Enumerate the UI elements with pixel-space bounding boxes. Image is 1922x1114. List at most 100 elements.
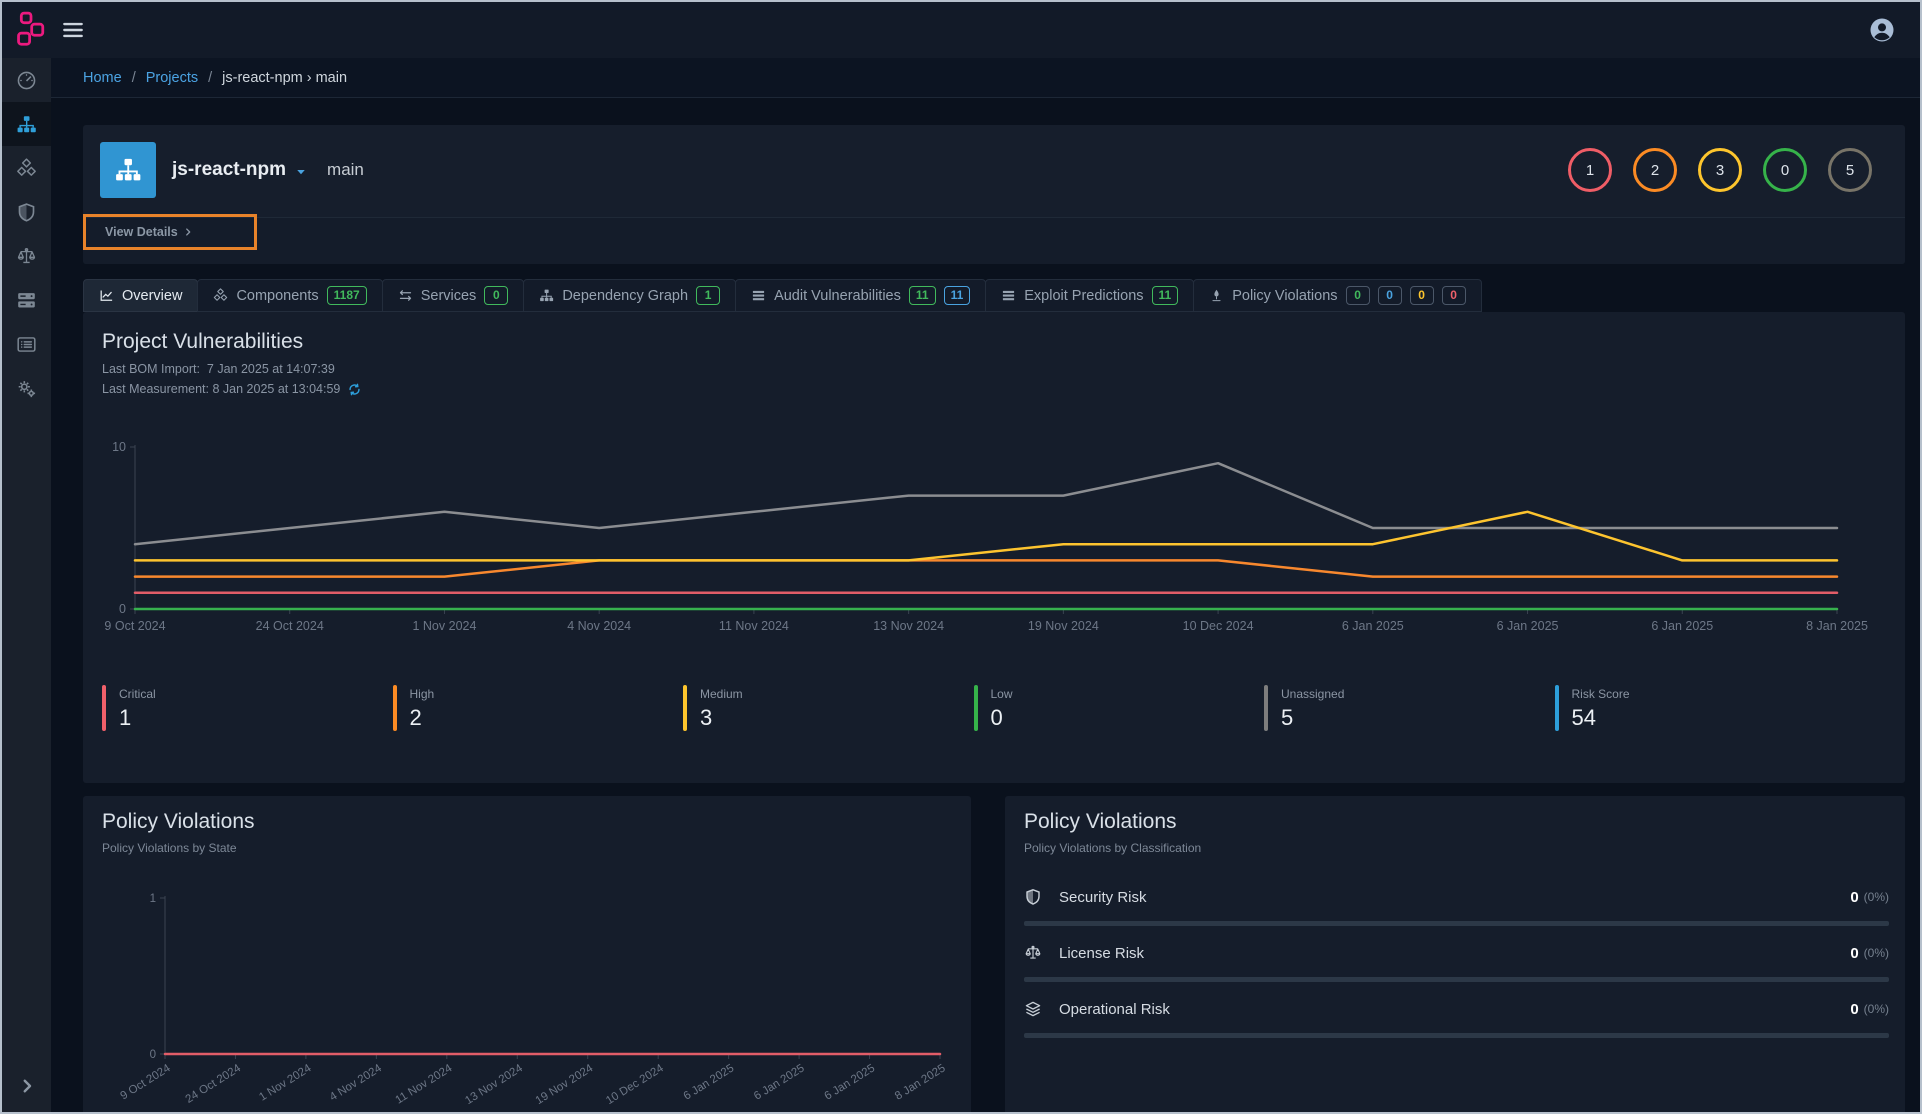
chart-line-icon — [99, 288, 114, 303]
layers-icon — [1024, 1000, 1042, 1018]
stat-value: 1 — [119, 705, 132, 730]
classification-row-license-risk: License Risk 0 (0%) — [1024, 940, 1889, 982]
svg-text:13 Nov 2024: 13 Nov 2024 — [873, 619, 944, 633]
tab-badge: 0 — [484, 286, 509, 305]
classification-progress-bar — [1024, 1033, 1889, 1038]
sidebar-item-components[interactable] — [2, 146, 51, 190]
tab-components[interactable]: Components 1187 — [197, 279, 383, 312]
card-title: Policy Violations — [102, 810, 255, 833]
classification-label: License Risk — [1059, 944, 1145, 962]
tab-label: Dependency Graph — [562, 287, 689, 304]
sitemap-icon — [539, 288, 554, 303]
classification-percentage: (0%) — [1863, 890, 1889, 904]
svg-text:10 Dec 2024: 10 Dec 2024 — [604, 1062, 666, 1107]
sidebar-item-projects[interactable] — [2, 102, 51, 146]
tab-label: Services — [420, 287, 477, 304]
refresh-icon[interactable] — [348, 383, 361, 396]
sidebar-item-administration[interactable] — [2, 366, 51, 410]
svg-text:24 Oct 2024: 24 Oct 2024 — [256, 619, 324, 633]
svg-text:19 Nov 2024: 19 Nov 2024 — [1028, 619, 1099, 633]
breadcrumb-current: js-react-npm › main — [222, 69, 348, 86]
svg-text:6 Jan 2025: 6 Jan 2025 — [682, 1062, 737, 1102]
classification-progress-bar — [1024, 921, 1889, 926]
stat-color-bar — [1554, 685, 1559, 731]
tab-label: Exploit Predictions — [1024, 287, 1144, 304]
classification-value: 0 — [1850, 1000, 1859, 1018]
project-type-tile — [100, 142, 156, 198]
tab-bar: Overview Components 1187 Services 0 Dependenc… — [83, 279, 1482, 312]
view-details-highlight: View Details — [83, 214, 257, 250]
classification-percentage: (0%) — [1863, 1002, 1889, 1016]
stat-label: Risk Score — [1571, 687, 1630, 701]
tab-badge: 11 — [1151, 286, 1179, 305]
stat-label: Critical — [119, 687, 156, 701]
last-bom-import: Last BOM Import: 7 Jan 2025 at 14:07:39 — [102, 362, 335, 376]
breadcrumb: Home / Projects / js-react-npm › main — [51, 58, 1920, 98]
chevron-right-icon — [18, 1077, 36, 1095]
sitemap-icon — [114, 156, 142, 184]
stat-value: 54 — [1571, 705, 1596, 730]
stat-label: High — [409, 687, 435, 701]
severity-circle-unassigned[interactable]: 5 — [1828, 148, 1872, 192]
classification-value: 0 — [1850, 888, 1859, 906]
cubes-icon — [16, 157, 37, 179]
classification-value: 0 — [1850, 944, 1859, 962]
svg-text:19 Nov 2024: 19 Nov 2024 — [534, 1062, 596, 1107]
stat-low: Low 0 — [973, 685, 1265, 731]
tab-label: Components — [236, 287, 319, 304]
classification-row-security-risk: Security Risk 0 (0%) — [1024, 884, 1889, 926]
tab-exploit-predictions[interactable]: Exploit Predictions 11 — [985, 279, 1195, 312]
scale-icon — [16, 246, 37, 267]
classification-rows: Security Risk 0 (0%) License Risk 0 (0%) Opera… — [1024, 884, 1889, 1052]
stat-label: Unassigned — [1281, 687, 1345, 701]
svg-text:4 Nov 2024: 4 Nov 2024 — [328, 1062, 385, 1104]
tab-audit-vulnerabilities[interactable]: Audit Vulnerabilities 11 11 — [735, 279, 987, 312]
user-avatar-icon[interactable] — [1868, 16, 1896, 44]
classification-label: Security Risk — [1059, 888, 1147, 906]
tab-services[interactable]: Services 0 — [381, 279, 525, 312]
pen-nib-icon — [1209, 288, 1224, 303]
tab-policy-violations[interactable]: Policy Violations 0 0 0 0 — [1193, 279, 1482, 312]
caret-down-icon[interactable] — [295, 166, 307, 178]
severity-circle-low[interactable]: 0 — [1763, 148, 1807, 192]
vulnerabilities-trend-chart: 10 0 9 Oct 2024 24 Oct 2024 1 Nov 2024 4 Nov … — [104, 440, 1868, 633]
sidebar-item-dashboard[interactable] — [2, 58, 51, 102]
sidebar-item-vulnerabilities[interactable] — [2, 190, 51, 234]
menu-toggle-button[interactable] — [60, 17, 86, 43]
svg-text:11 Nov 2024: 11 Nov 2024 — [719, 619, 789, 633]
stat-color-bar — [1264, 685, 1268, 731]
breadcrumb-separator: / — [131, 69, 136, 86]
policy-violations-classification-card: Policy Violations Policy Violations by C… — [1005, 796, 1905, 1112]
classification-percentage: (0%) — [1863, 946, 1889, 960]
card-subtitle: Policy Violations by State — [102, 841, 237, 855]
exchange-icon — [398, 288, 413, 303]
svg-text:10 Dec 2024: 10 Dec 2024 — [1183, 619, 1254, 633]
tab-dependency-graph[interactable]: Dependency Graph 1 — [523, 279, 737, 312]
cogs-icon — [16, 378, 37, 399]
tab-badge: 0 — [1345, 286, 1370, 305]
svg-text:1 Nov 2024: 1 Nov 2024 — [412, 619, 476, 633]
sidebar-item-policy-management[interactable] — [2, 322, 51, 366]
svg-text:0: 0 — [119, 602, 126, 616]
breadcrumb-home-link[interactable]: Home — [83, 69, 122, 86]
card-subtitle: Policy Violations by Classification — [1024, 841, 1202, 855]
sidebar-item-vulnerability-audit[interactable] — [2, 278, 51, 322]
view-details-button[interactable]: View Details — [86, 225, 193, 239]
sidebar-item-licenses[interactable] — [2, 234, 51, 278]
breadcrumb-separator: / — [208, 69, 213, 86]
app-logo-icon[interactable] — [13, 11, 49, 47]
severity-circle-medium[interactable]: 3 — [1698, 148, 1742, 192]
stat-color-bar — [392, 685, 397, 731]
severity-circle-critical[interactable]: 1 — [1568, 148, 1612, 192]
svg-text:1 Nov 2024: 1 Nov 2024 — [257, 1062, 314, 1104]
shield-icon — [16, 202, 37, 223]
sidebar-collapse-toggle[interactable] — [2, 1070, 51, 1102]
tab-badge: 0 — [1377, 286, 1402, 305]
breadcrumb-projects-link[interactable]: Projects — [145, 69, 199, 86]
tab-overview[interactable]: Overview — [83, 279, 199, 312]
policy-violations-state-card: Policy Violations Policy Violations by S… — [83, 796, 971, 1112]
svg-text:1: 1 — [150, 893, 156, 905]
last-measurement-label: Last Measurement: — [102, 382, 209, 396]
svg-text:10: 10 — [112, 440, 126, 454]
severity-circle-high[interactable]: 2 — [1633, 148, 1677, 192]
